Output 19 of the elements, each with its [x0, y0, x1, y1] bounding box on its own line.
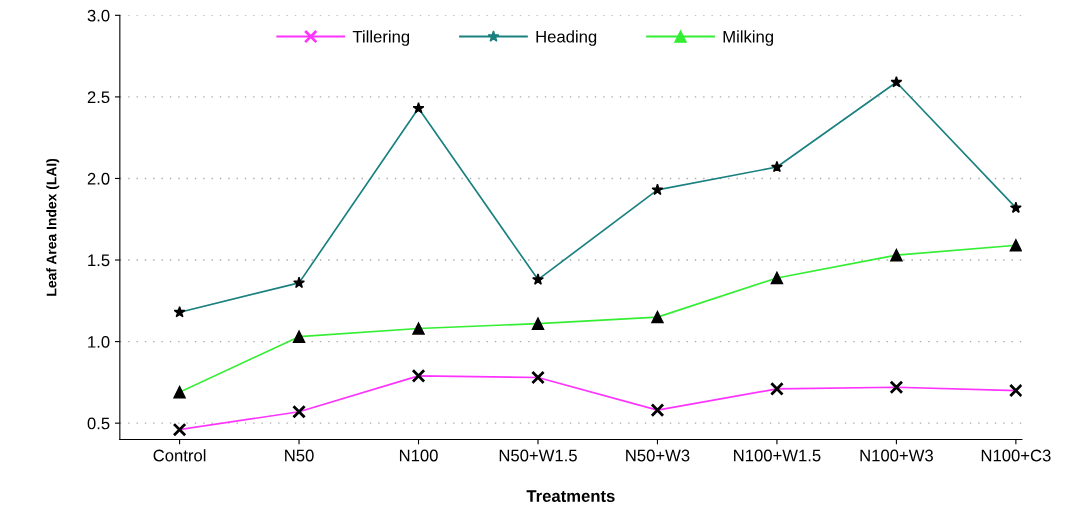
y-axis-title: Leaf Area Index (LAI) — [46, 158, 60, 296]
x-tick-label: N100+W3 — [860, 449, 933, 462]
legend-label: Tillering — [352, 30, 410, 46]
x-tick-label: Control — [153, 449, 206, 462]
y-tick-label: 2.5 — [87, 91, 110, 104]
y-tick-label: 2.0 — [87, 172, 110, 185]
x-tick-label: N50+W1.5 — [499, 449, 577, 462]
y-tick-label: 1.5 — [88, 254, 110, 267]
x-tick-label: N50+W3 — [626, 449, 690, 462]
y-tick-label: 0.5 — [87, 417, 110, 430]
x-axis-title: Treatments — [526, 490, 615, 502]
legend-label: Heading — [536, 30, 597, 46]
x-tick-label: N100+W1.5 — [734, 449, 821, 462]
y-tick-label: 3.0 — [87, 9, 110, 22]
x-tick-label: N50 — [285, 449, 314, 462]
y-tick-label: 1.0 — [88, 335, 110, 348]
legend-label: Milking — [723, 30, 773, 46]
x-tick-label: N100 — [399, 449, 438, 462]
x-tick-label: N100+C3 — [981, 449, 1051, 462]
